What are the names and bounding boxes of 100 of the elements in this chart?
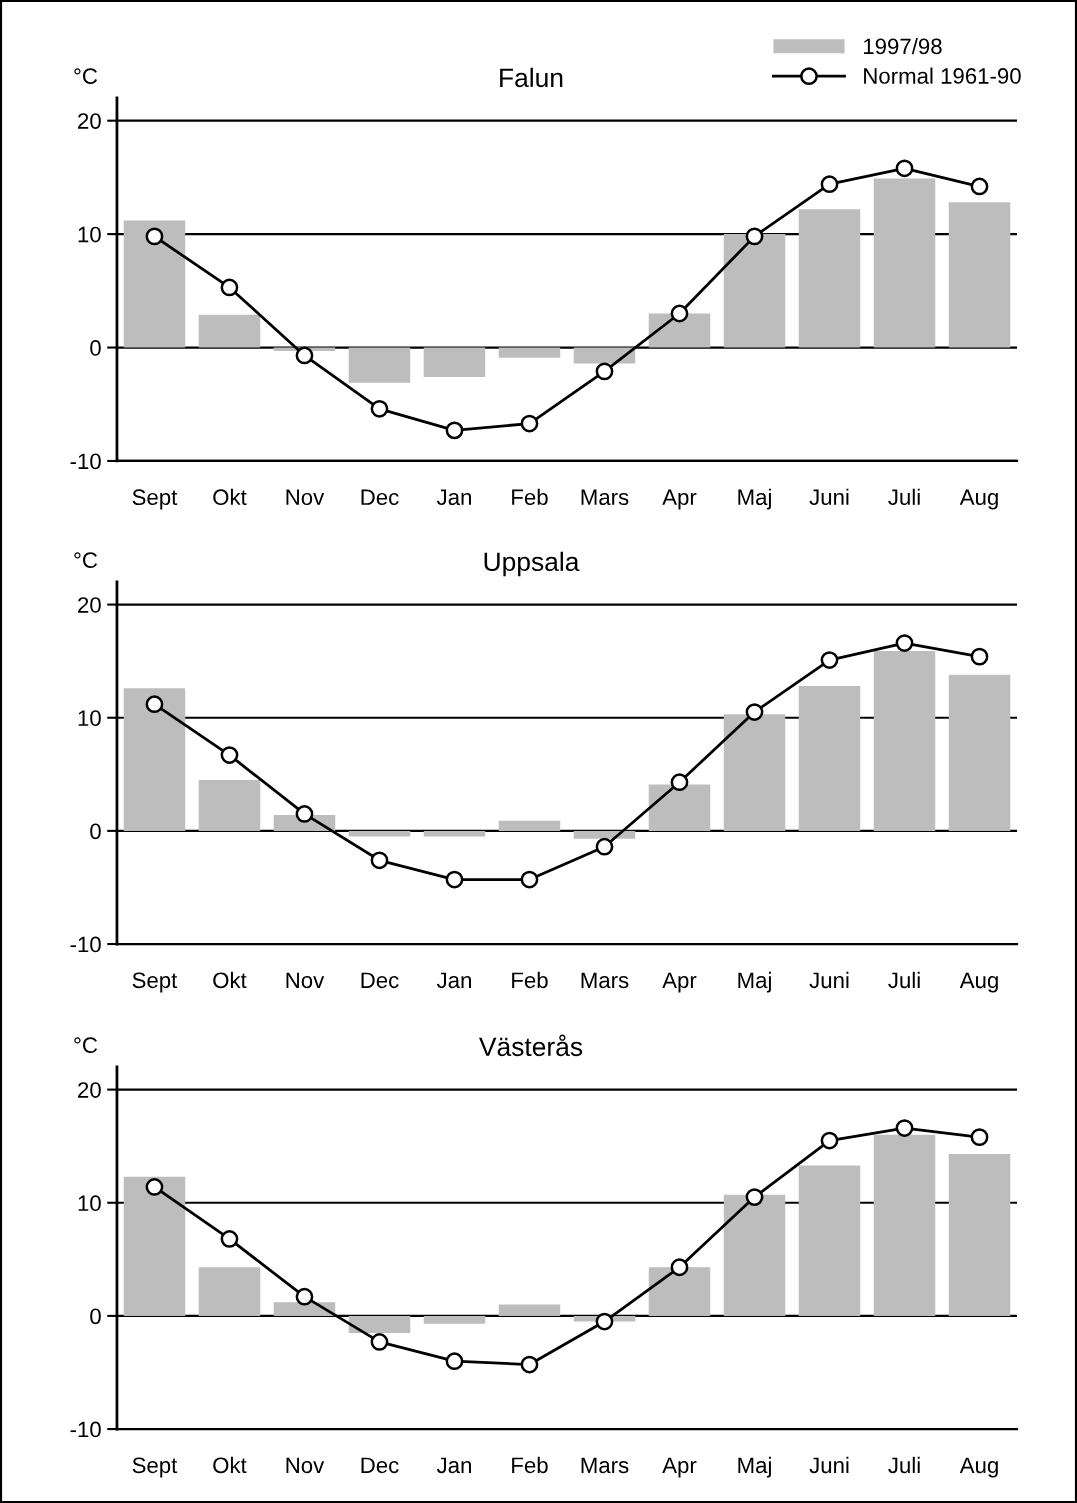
x-tick-label: Apr: [662, 1457, 697, 1478]
point: [370, 851, 389, 870]
point: [895, 159, 914, 178]
point: [595, 837, 614, 856]
bar: [723, 1194, 786, 1316]
point: [820, 1131, 839, 1150]
y-axis-title: °C: [74, 68, 98, 84]
bar: [498, 347, 561, 358]
x-tick-label: Maj: [738, 971, 771, 993]
y-tick-label: 0: [90, 823, 101, 840]
point: [370, 399, 389, 418]
bar: [198, 1267, 261, 1316]
x-tick-label: Juni: [809, 971, 849, 989]
y-tick-label: 0: [90, 340, 101, 356]
chart-title: Västerås: [479, 1034, 583, 1057]
x-tick-label: Okt: [213, 971, 247, 989]
x-tick-label: Feb: [512, 1456, 548, 1474]
x-tick-label: Juni: [809, 1456, 849, 1474]
point: [595, 362, 614, 381]
point: [895, 634, 914, 652]
bar: [723, 714, 786, 831]
x-tick-label: Okt: [213, 1456, 247, 1474]
legend-label: 1997/98: [863, 37, 942, 55]
bar: [498, 1304, 561, 1316]
y-axis-title: °C: [74, 1037, 98, 1054]
bar: [423, 830, 486, 837]
point: [445, 870, 464, 889]
x-tick-label: Feb: [512, 488, 548, 506]
point: [370, 1333, 389, 1351]
x-tick-label: Apr: [662, 489, 697, 510]
point: [670, 1258, 689, 1277]
point: [220, 1230, 239, 1248]
point: [145, 695, 164, 714]
point: [220, 278, 239, 297]
bar: [198, 779, 261, 831]
bar: [948, 202, 1011, 348]
bar: [123, 1176, 186, 1316]
point: [520, 1355, 539, 1374]
x-tick-label: Juli: [888, 488, 920, 506]
point: [295, 805, 314, 823]
x-tick-label: Jan: [436, 1457, 471, 1474]
x-tick-label: Feb: [512, 971, 548, 989]
x-tick-label: Mars: [581, 489, 629, 506]
x-tick-label: Aug: [959, 489, 998, 510]
y-tick-label: 10: [78, 1195, 101, 1212]
x-tick-label: Nov: [286, 1457, 325, 1474]
point: [970, 1128, 989, 1147]
y-tick-label: 10: [78, 710, 101, 727]
x-tick-label: Maj: [738, 488, 771, 510]
bar: [873, 650, 936, 831]
x-tick-label: Juli: [888, 971, 920, 989]
x-tick-label: Dec: [361, 1457, 399, 1474]
point: [595, 1312, 614, 1331]
x-tick-label: Apr: [662, 972, 697, 993]
x-tick-label: Dec: [361, 489, 399, 506]
bar: [573, 830, 636, 839]
x-tick-label: Juni: [809, 488, 849, 506]
y-tick-label: -10: [70, 1421, 101, 1438]
point: [670, 304, 689, 323]
y-tick-label: 20: [78, 597, 101, 613]
point: [970, 177, 989, 196]
y-axis-title: °C: [74, 552, 98, 569]
x-tick-label: Sept: [132, 1457, 178, 1478]
point: [145, 227, 164, 246]
bar: [648, 784, 711, 831]
point: [520, 870, 539, 889]
x-tick-label: Jan: [436, 489, 471, 506]
bar: [723, 234, 786, 348]
y-tick-label: 10: [78, 226, 101, 243]
bar: [798, 209, 861, 348]
x-tick-label: Juli: [888, 1456, 920, 1474]
bar: [873, 178, 936, 348]
point: [745, 227, 764, 246]
point: [745, 1188, 764, 1206]
y-tick-label: 20: [78, 113, 101, 129]
point: [895, 1119, 914, 1137]
bar: [198, 314, 261, 348]
point: [670, 773, 689, 792]
point: [970, 647, 989, 666]
bar: [348, 1315, 411, 1333]
chart-title: Falun: [500, 67, 563, 88]
bar: [948, 674, 1011, 831]
bar: [873, 1134, 936, 1316]
bar: [123, 688, 186, 831]
x-tick-label: Aug: [959, 972, 998, 993]
point: [445, 421, 464, 440]
x-tick-label: Nov: [286, 489, 325, 506]
bar: [123, 220, 186, 348]
point: [820, 175, 839, 194]
point: [820, 651, 839, 669]
bar: [798, 1165, 861, 1316]
x-tick-label: Mars: [581, 972, 629, 989]
point: [220, 746, 239, 764]
x-tick-label: Dec: [361, 972, 399, 989]
bar: [423, 347, 486, 378]
point: [745, 703, 764, 721]
x-tick-label: Maj: [738, 1456, 771, 1478]
x-tick-label: Okt: [213, 488, 247, 506]
x-tick-label: Jan: [436, 972, 471, 989]
x-tick-label: Nov: [286, 972, 325, 989]
